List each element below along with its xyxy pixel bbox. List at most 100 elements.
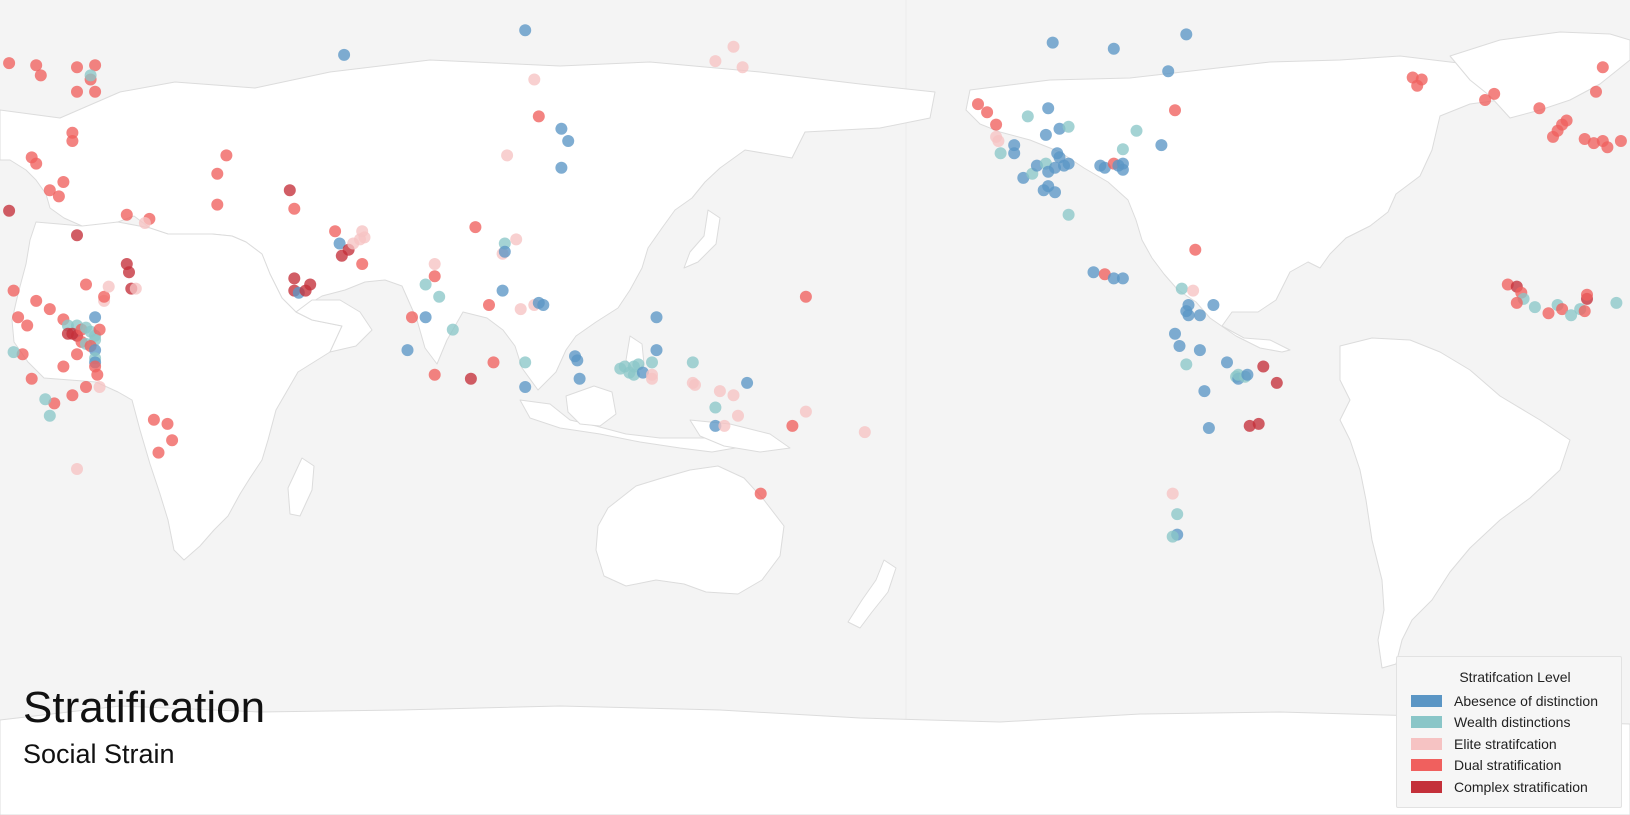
point-dual[interactable] xyxy=(483,299,495,311)
point-elite[interactable] xyxy=(514,303,527,316)
point-wealth[interactable] xyxy=(84,69,97,82)
point-absence[interactable] xyxy=(1241,368,1254,381)
point-dual[interactable] xyxy=(1614,135,1627,147)
point-dual[interactable] xyxy=(16,348,29,361)
point-elite[interactable] xyxy=(689,378,701,391)
legend-item-dual[interactable]: Dual stratification xyxy=(1397,755,1621,777)
point-elite[interactable] xyxy=(138,217,151,229)
point-absence[interactable] xyxy=(1198,385,1211,398)
point-absence[interactable] xyxy=(1046,36,1059,49)
point-dual[interactable] xyxy=(1098,268,1111,281)
point-absence[interactable] xyxy=(333,237,346,250)
point-absence[interactable] xyxy=(573,372,586,385)
point-dual[interactable] xyxy=(91,368,104,381)
point-absence[interactable] xyxy=(571,354,584,367)
point-dual[interactable] xyxy=(487,356,500,369)
point-dual[interactable] xyxy=(329,225,342,238)
point-dual[interactable] xyxy=(30,294,43,307)
point-absence[interactable] xyxy=(1207,299,1220,311)
point-dual[interactable] xyxy=(220,149,233,162)
point-complex[interactable] xyxy=(288,272,301,285)
point-absence[interactable] xyxy=(1049,186,1061,199)
point-dual[interactable] xyxy=(211,167,224,180)
point-dual[interactable] xyxy=(1501,278,1514,291)
point-elite[interactable] xyxy=(358,231,371,244)
point-dual[interactable] xyxy=(80,278,92,291)
point-dual[interactable] xyxy=(120,208,133,221)
point-complex[interactable] xyxy=(71,229,83,242)
point-dual[interactable] xyxy=(57,176,70,188)
point-absence[interactable] xyxy=(519,24,532,37)
point-complex[interactable] xyxy=(3,204,16,217)
point-dual[interactable] xyxy=(1479,94,1492,106)
point-elite[interactable] xyxy=(799,405,812,418)
point-dual[interactable] xyxy=(1510,296,1523,309)
point-dual[interactable] xyxy=(25,372,38,385)
point-wealth[interactable] xyxy=(1528,301,1541,314)
point-wealth[interactable] xyxy=(994,147,1007,160)
point-complex[interactable] xyxy=(283,184,296,197)
point-dual[interactable] xyxy=(1578,305,1591,318)
point-dual[interactable] xyxy=(1488,87,1501,100)
point-dual[interactable] xyxy=(147,413,160,426)
point-absence[interactable] xyxy=(1169,327,1181,340)
point-complex[interactable] xyxy=(61,327,74,340)
point-complex[interactable] xyxy=(1252,417,1265,430)
point-elite[interactable] xyxy=(71,463,83,475)
point-absence[interactable] xyxy=(1107,42,1120,55)
point-dual[interactable] xyxy=(89,59,102,72)
point-absence[interactable] xyxy=(636,366,649,379)
point-elite[interactable] xyxy=(727,40,740,53)
point-dual[interactable] xyxy=(1587,137,1600,150)
point-dual[interactable] xyxy=(152,446,165,459)
point-wealth[interactable] xyxy=(1116,143,1129,156)
point-absence[interactable] xyxy=(1173,340,1186,352)
point-absence[interactable] xyxy=(1087,266,1100,279)
point-absence[interactable] xyxy=(562,135,575,147)
point-wealth[interactable] xyxy=(1166,530,1179,543)
point-absence[interactable] xyxy=(709,419,722,432)
point-dual[interactable] xyxy=(1601,141,1614,154)
point-dual[interactable] xyxy=(532,110,545,123)
point-dual[interactable] xyxy=(3,57,16,70)
point-absence[interactable] xyxy=(1053,122,1066,135)
point-absence[interactable] xyxy=(89,344,102,357)
point-elite[interactable] xyxy=(646,372,658,385)
point-elite[interactable] xyxy=(858,426,871,439)
point-wealth[interactable] xyxy=(7,346,20,359)
point-wealth[interactable] xyxy=(1171,508,1184,521)
point-absence[interactable] xyxy=(555,122,568,135)
point-absence[interactable] xyxy=(1098,161,1111,174)
legend-item-elite[interactable]: Elite stratifcation xyxy=(1397,733,1621,755)
point-elite[interactable] xyxy=(1187,284,1200,297)
point-dual[interactable] xyxy=(71,348,83,361)
point-dual[interactable] xyxy=(428,368,441,381)
point-dual[interactable] xyxy=(1542,307,1555,320)
point-wealth[interactable] xyxy=(1180,358,1193,371)
point-dual[interactable] xyxy=(21,319,34,332)
point-elite[interactable] xyxy=(528,73,541,86)
point-elite[interactable] xyxy=(718,419,731,432)
point-absence[interactable] xyxy=(537,299,550,311)
point-dual[interactable] xyxy=(1590,85,1602,98)
point-dual[interactable] xyxy=(43,184,56,197)
point-dual[interactable] xyxy=(288,202,301,215)
point-dual[interactable] xyxy=(990,118,1003,131)
point-elite[interactable] xyxy=(736,61,749,74)
point-dual[interactable] xyxy=(981,106,994,119)
point-dual[interactable] xyxy=(799,290,812,303)
point-absence[interactable] xyxy=(1221,356,1233,369)
point-absence[interactable] xyxy=(1039,128,1052,141)
point-dual[interactable] xyxy=(98,290,111,303)
point-dual[interactable] xyxy=(161,417,174,430)
point-elite[interactable] xyxy=(992,135,1005,147)
point-elite[interactable] xyxy=(727,389,740,402)
point-absence[interactable] xyxy=(1017,171,1030,184)
point-absence[interactable] xyxy=(1030,159,1043,172)
point-dual[interactable] xyxy=(1533,102,1546,115)
point-dual[interactable] xyxy=(52,190,65,203)
point-absence[interactable] xyxy=(1008,139,1021,152)
point-absence[interactable] xyxy=(401,344,414,357)
point-absence[interactable] xyxy=(1162,65,1175,78)
